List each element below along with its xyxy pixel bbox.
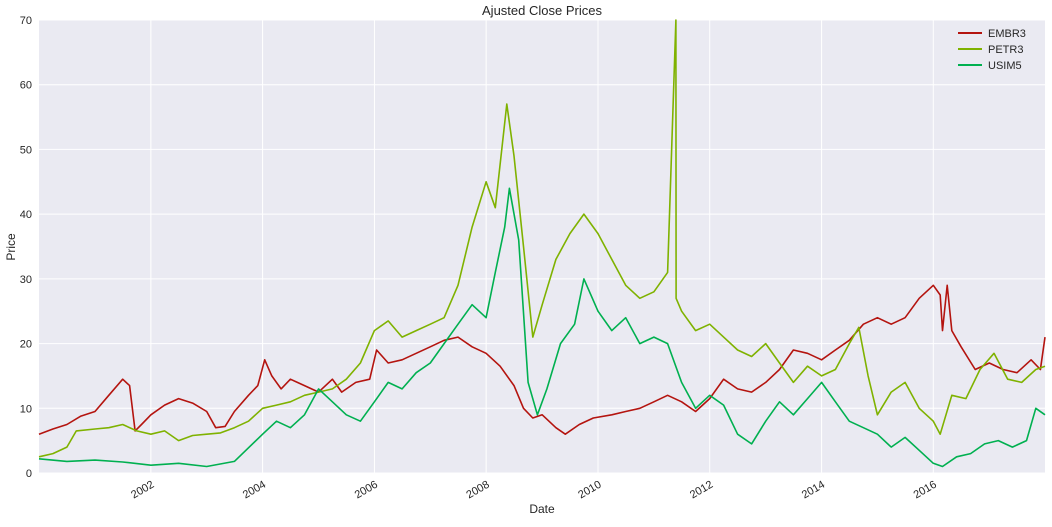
legend-label-petr3: PETR3 bbox=[988, 44, 1023, 56]
y-tick-label: 0 bbox=[26, 468, 32, 480]
y-tick-label: 60 bbox=[20, 80, 32, 92]
x-tick-label: 2014 bbox=[800, 479, 827, 502]
x-tick-label: 2004 bbox=[241, 479, 268, 502]
legend-label-usim5: USIM5 bbox=[988, 60, 1022, 72]
x-axis-title: Date bbox=[529, 502, 555, 516]
legend-label-embr3: EMBR3 bbox=[988, 28, 1026, 40]
y-tick-label: 50 bbox=[20, 144, 32, 156]
x-tick-label: 2012 bbox=[688, 479, 715, 502]
series-line-embr3 bbox=[38, 284, 1046, 436]
chart-title: Ajusted Close Prices bbox=[482, 3, 602, 18]
x-tick-label: 2002 bbox=[129, 479, 156, 502]
x-tick-label: 2010 bbox=[576, 479, 603, 502]
y-tick-label: 20 bbox=[20, 339, 32, 351]
series-lines bbox=[38, 19, 1046, 468]
series-line-petr3 bbox=[38, 19, 1046, 458]
plot-background bbox=[39, 20, 1045, 473]
y-tick-label: 40 bbox=[20, 209, 32, 221]
legend: EMBR3 PETR3 USIM5 bbox=[958, 28, 1026, 72]
x-tick-label: 2008 bbox=[464, 479, 491, 502]
y-tick-label: 30 bbox=[20, 274, 32, 286]
y-tick-label: 70 bbox=[20, 15, 32, 27]
x-tick-label: 2006 bbox=[353, 479, 380, 502]
y-tick-labels: 0 10 20 30 40 50 60 70 bbox=[20, 15, 32, 480]
y-tick-label: 10 bbox=[20, 403, 32, 415]
series-line-usim5 bbox=[38, 187, 1046, 468]
x-tick-label: 2016 bbox=[912, 479, 939, 502]
y-axis-title: Price bbox=[4, 233, 18, 261]
x-tick-labels: 2002 2004 2006 2008 2010 2012 2014 2016 bbox=[129, 479, 939, 502]
